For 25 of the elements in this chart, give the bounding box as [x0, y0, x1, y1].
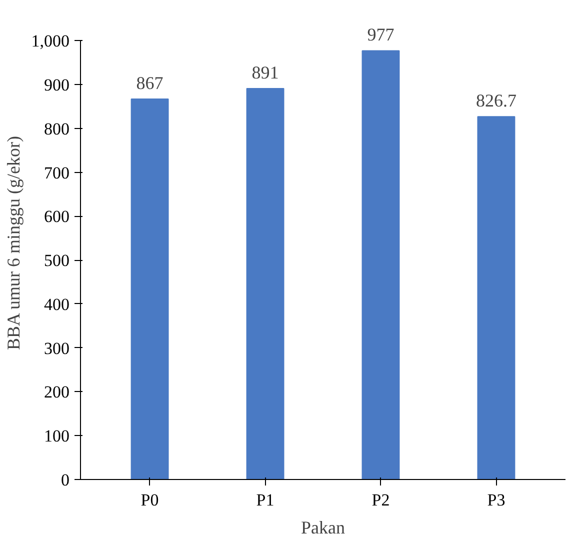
bar — [246, 88, 284, 480]
data-label: 891 — [252, 62, 279, 82]
y-tick-label: 800 — [44, 119, 70, 138]
y-tick-label: 400 — [44, 294, 70, 314]
x-axis-title: Pakan — [301, 518, 346, 538]
y-tick-label: 0 — [61, 470, 70, 490]
data-label: 826.7 — [476, 90, 516, 111]
data-label: 867 — [136, 72, 164, 93]
bar — [130, 98, 169, 480]
y-tick-label: 200 — [44, 382, 70, 402]
y-tick-label: 900 — [44, 76, 70, 94]
bar — [477, 116, 516, 480]
y-tick-label: 1,000 — [31, 32, 70, 51]
data-label: 977 — [367, 24, 394, 45]
x-tick-label: P2 — [372, 490, 390, 510]
y-axis-title: BBA umur 6 minggu (g/ekor) — [3, 136, 24, 350]
y-tick-label: 700 — [44, 163, 70, 182]
y-tick-label: 600 — [44, 207, 70, 226]
y-tick-label: 100 — [44, 426, 70, 446]
bar — [362, 50, 400, 480]
y-tick-label: 300 — [44, 338, 70, 358]
x-tick-label: P1 — [256, 490, 274, 510]
x-tick-label: P3 — [487, 490, 506, 510]
y-tick-label: 500 — [44, 251, 70, 270]
x-tick-label: P0 — [140, 490, 159, 510]
